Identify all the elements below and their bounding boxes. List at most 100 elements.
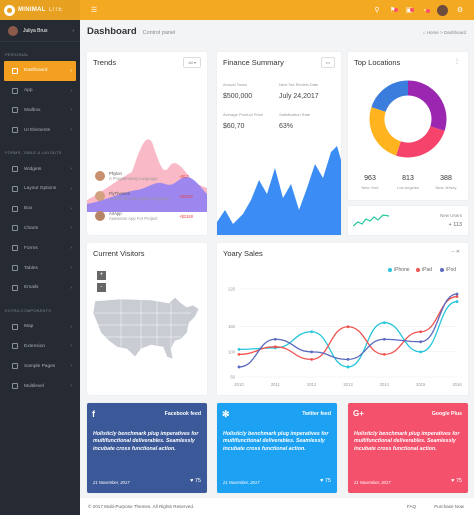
like-count: 75 [194,478,201,484]
stat-value: 63% [279,123,294,130]
sidebar-item-box[interactable]: Box › [0,199,80,219]
breadcrumb-current: Dashboard [443,30,466,35]
stat-value: $500,000 [223,93,253,100]
chevron-right-icon: › [70,265,72,272]
location-label: New York [361,185,379,190]
sidebar-item-layout-options[interactable]: Layout Options › [0,179,80,199]
stat-label: Average Product Price [223,112,263,117]
card-controls[interactable]: – ✕ [451,249,460,255]
sidebar-item-charts[interactable]: Charts › [0,219,80,239]
facebook-icon: f [92,409,95,419]
finance-menu-button[interactable]: ••• [320,57,335,68]
y-tick-label: 150 [228,324,236,329]
y-tick-label: 100 [228,349,236,354]
y-tick-label: 50 [230,375,235,380]
zoom-in-button[interactable]: + [97,271,106,280]
chart-icon [12,225,18,232]
sidebar-item-mailbox[interactable]: Mailbox › [0,101,80,121]
table-icon [12,265,18,272]
page-title: Dashboard [87,26,137,37]
like-button[interactable]: ♥ 75 [190,478,201,484]
logo-icon [4,4,15,16]
sidebar-item-label: Widgets [24,166,42,172]
sidebar-item-label: App [24,88,33,94]
sales-card: Yoary Sales – ✕ iPhone iPad iPod 225 150 1… [217,243,468,395]
data-point [237,352,241,356]
home-icon: ⌂ [422,30,426,35]
sidebar-item-extension[interactable]: Extension › [0,337,80,357]
legend-label: iPod [446,267,457,273]
feed-title: Facebook feed [164,411,201,417]
sidebar-item-app[interactable]: App › [0,81,80,101]
map-icon [12,323,18,330]
gear-icon[interactable]: ⚙ [456,7,464,14]
like-count: 75 [455,478,462,484]
sidebar-item-label: Multilevel [24,383,44,389]
trend-desc: Awesome App For Project [109,216,158,221]
x-tick-label: 2011 [271,382,281,387]
zoom-out-button[interactable]: - [97,283,106,292]
widget-icon [12,166,18,173]
sidebar-item-ui-elements[interactable]: UI Elements › [0,120,80,140]
locations-menu-button[interactable]: ⋮ [454,59,460,65]
new-users-card: New Users + 113 [348,206,468,235]
sidebar-item-tables[interactable]: Tables › [0,258,80,278]
like-button[interactable]: ♥ 75 [451,478,462,484]
message-icon[interactable]: ▫ [417,7,433,14]
twitter-icon: ✼ [222,409,230,419]
data-point [346,365,350,369]
sidebar-item-forms[interactable]: Forms › [0,238,80,258]
footer-faq-link[interactable]: FAQ [406,504,417,509]
location-value: 963 [364,175,376,182]
stat-label: Satisfication Rate [279,112,311,117]
page-subtitle: Control panel [142,30,176,36]
trend-value: +$1341 [179,193,194,199]
trend-row[interactable]: FlyThemes A Let's Fly Fast Again Language… [95,191,193,201]
sidebar-item-label: Charts [24,225,39,231]
feed-date: 21 November, 2017 [93,480,130,485]
trend-desc: A Programming Language [109,176,158,181]
sidebar-item-label: Emails [24,285,39,291]
locations-donut-chart [369,80,447,158]
chevron-right-icon: › [70,363,72,370]
x-tick-label: 2014 [380,382,390,387]
gift-icon[interactable]: ▣ [405,7,414,14]
dashboard-icon [12,67,18,74]
heart-icon: ♥ [451,478,455,484]
layers-icon [12,127,18,134]
series-line-iphone [238,300,458,368]
data-point [455,292,459,296]
sidebar-item-label: Extension [24,343,46,349]
sidebar-item-map[interactable]: Map › [0,317,80,337]
footer-purchase-link[interactable]: Purchase Now [434,504,464,509]
sidebar-item-widgets[interactable]: Widgets › [0,159,80,179]
trend-row[interactable]: AirApp Awesome App For Project +$1340 [95,211,193,221]
hamburger-icon[interactable]: ☰ [90,7,98,14]
location-value: 388 [440,175,452,182]
breadcrumb-home[interactable]: Home [426,30,439,35]
chevron-right-icon: › [70,67,72,74]
usa-map[interactable] [91,293,203,365]
search-icon[interactable]: ⚲ [374,7,380,14]
data-point [310,358,314,361]
logo[interactable]: MINIMAL LITE [0,0,80,20]
legend-item-iphone: iPhone [388,267,410,273]
sidebar-item-sample-pages[interactable]: Sample Pages › [0,356,80,376]
sidebar-user[interactable]: Juliya Brus › [0,20,80,42]
chevron-right-icon: › [70,383,72,390]
user-avatar[interactable] [437,4,448,16]
sidebar-item-dashboard[interactable]: Dashboard › [4,61,76,81]
trend-row[interactable]: Phylon A Programming Language +$17 [95,171,188,181]
chevron-right-icon: › [70,245,72,252]
trends-filter-select[interactable]: All ▾ [183,57,201,68]
sidebar-item-emails[interactable]: Emails › [0,278,80,298]
logo-text: MINIMAL [18,7,46,13]
like-button[interactable]: ♥ 75 [320,478,331,484]
map-region [92,296,200,360]
visitors-card: Current Visitors + - [87,243,207,395]
locations-title: Top Locations [354,58,401,67]
sidebar-item-label: Forms [24,245,38,251]
bell-icon[interactable]: ⚑ [389,7,398,14]
sidebar-item-multilevel[interactable]: Multilevel › [0,376,80,396]
trends-area-purple [87,176,207,212]
